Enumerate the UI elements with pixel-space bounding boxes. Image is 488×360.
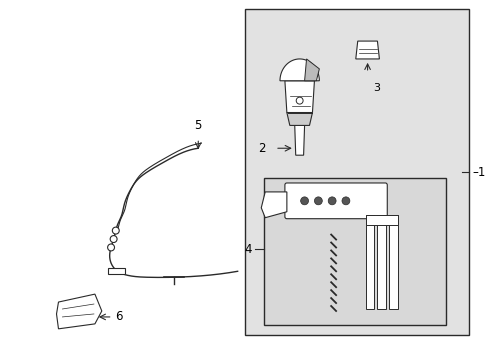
FancyBboxPatch shape	[285, 183, 386, 219]
Circle shape	[300, 197, 308, 205]
Circle shape	[296, 97, 303, 104]
Polygon shape	[107, 268, 125, 274]
Polygon shape	[280, 59, 319, 81]
Text: 3: 3	[373, 83, 380, 93]
Text: 6: 6	[115, 310, 123, 323]
Polygon shape	[286, 113, 312, 125]
Circle shape	[110, 235, 117, 243]
Polygon shape	[261, 192, 286, 218]
Text: 4: 4	[244, 243, 251, 256]
Polygon shape	[304, 59, 319, 81]
Polygon shape	[365, 215, 397, 225]
Polygon shape	[57, 294, 102, 329]
Polygon shape	[285, 81, 314, 113]
Text: –1: –1	[471, 166, 484, 179]
Text: 5: 5	[194, 120, 202, 132]
Circle shape	[107, 244, 114, 251]
Circle shape	[314, 197, 322, 205]
Circle shape	[112, 227, 119, 234]
Bar	[244, 9, 468, 335]
Polygon shape	[365, 215, 374, 309]
Polygon shape	[355, 41, 379, 59]
Polygon shape	[377, 215, 386, 309]
Circle shape	[327, 197, 335, 205]
Polygon shape	[388, 215, 397, 309]
Polygon shape	[294, 125, 304, 155]
Bar	[264, 178, 446, 325]
Circle shape	[341, 197, 349, 205]
Text: 2: 2	[257, 142, 264, 155]
